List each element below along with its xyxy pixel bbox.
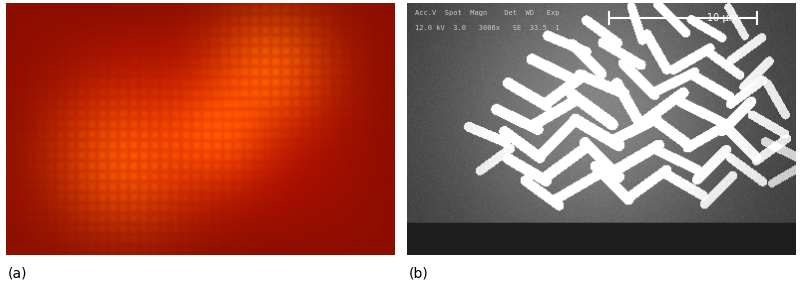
Text: (b): (b) <box>409 266 429 280</box>
Text: (a): (a) <box>8 266 27 280</box>
Text: 12.0 kV  3.0   3006x   SE  33.5  1: 12.0 kV 3.0 3006x SE 33.5 1 <box>415 25 559 31</box>
Text: 10 μm: 10 μm <box>706 13 738 23</box>
Text: Acc.V  Spot  Magn    Det  WD   Exp: Acc.V Spot Magn Det WD Exp <box>415 10 559 16</box>
